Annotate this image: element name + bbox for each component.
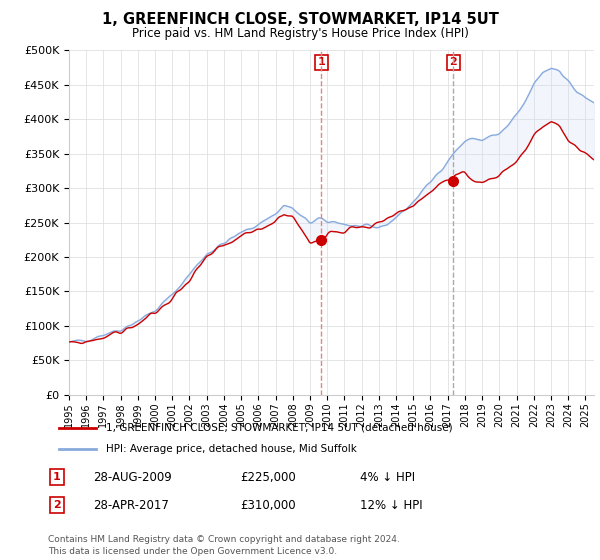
Text: Price paid vs. HM Land Registry's House Price Index (HPI): Price paid vs. HM Land Registry's House … (131, 27, 469, 40)
Text: HPI: Average price, detached house, Mid Suffolk: HPI: Average price, detached house, Mid … (106, 444, 357, 454)
Text: £310,000: £310,000 (240, 498, 296, 512)
Text: This data is licensed under the Open Government Licence v3.0.: This data is licensed under the Open Gov… (48, 547, 337, 556)
Text: 12% ↓ HPI: 12% ↓ HPI (360, 498, 422, 512)
Text: 4% ↓ HPI: 4% ↓ HPI (360, 470, 415, 484)
Text: Contains HM Land Registry data © Crown copyright and database right 2024.: Contains HM Land Registry data © Crown c… (48, 535, 400, 544)
Text: 28-AUG-2009: 28-AUG-2009 (93, 470, 172, 484)
Text: 2: 2 (449, 57, 457, 67)
Text: 28-APR-2017: 28-APR-2017 (93, 498, 169, 512)
Text: 1, GREENFINCH CLOSE, STOWMARKET, IP14 5UT (detached house): 1, GREENFINCH CLOSE, STOWMARKET, IP14 5U… (106, 423, 453, 433)
Text: 1, GREENFINCH CLOSE, STOWMARKET, IP14 5UT: 1, GREENFINCH CLOSE, STOWMARKET, IP14 5U… (101, 12, 499, 27)
Text: 2: 2 (53, 500, 61, 510)
Text: 1: 1 (53, 472, 61, 482)
Text: 1: 1 (317, 57, 325, 67)
Text: £225,000: £225,000 (240, 470, 296, 484)
